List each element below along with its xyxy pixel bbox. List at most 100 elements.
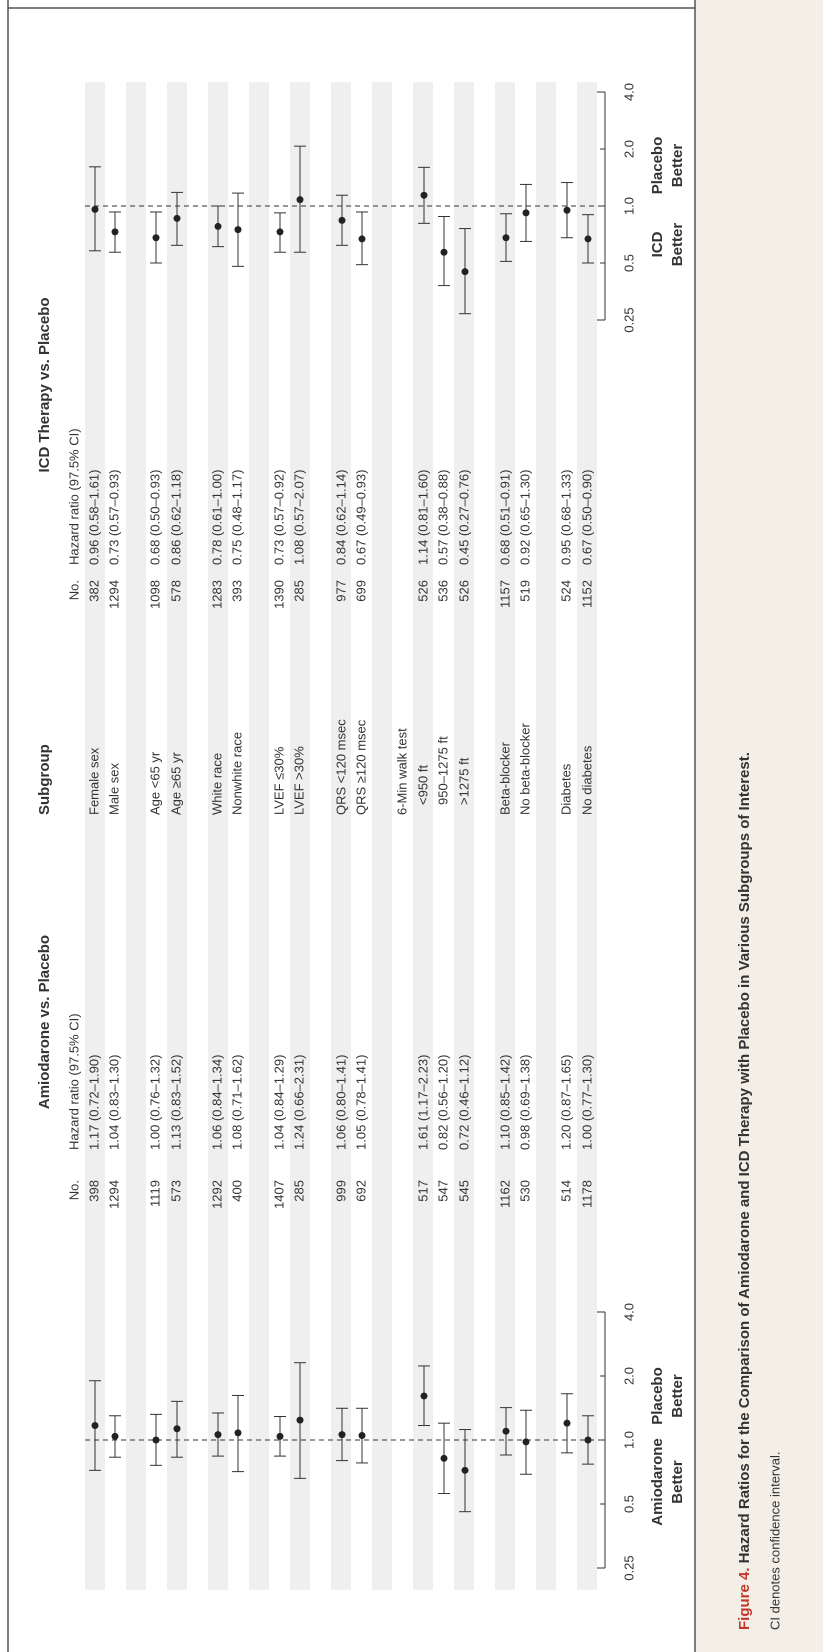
hr-label: 0.73 (0.57–0.92) [271, 470, 286, 565]
n-value: 1178 [579, 1180, 594, 1208]
n-value: 285 [291, 1180, 306, 1202]
n-value: 530 [517, 1180, 532, 1202]
point-estimate [111, 1432, 119, 1440]
hr-label: 1.04 (0.84–1.29) [271, 1055, 286, 1150]
row-stripe [372, 82, 392, 1590]
subgroup-label: 950–1275 ft [435, 736, 450, 805]
n-value: 545 [456, 1180, 471, 1202]
n-value: 999 [333, 1180, 348, 1202]
point-estimate [234, 226, 242, 234]
subgroup-label: QRS ≥120 msec [353, 719, 368, 815]
hr-label: 1.08 (0.71–1.62) [229, 1055, 244, 1150]
subgroup-label: No diabetes [579, 745, 594, 815]
hr-label: 0.68 (0.51–0.91) [497, 470, 512, 565]
subgroup-label: No beta-blocker [517, 723, 532, 815]
x-tick-label: 0.25 [621, 1555, 636, 1580]
n-value: 536 [435, 580, 450, 602]
n-value: 1152 [579, 580, 594, 608]
point-estimate [296, 1416, 304, 1424]
row-stripe [454, 82, 474, 1590]
caption: Figure 4. Hazard Ratios for the Comparis… [736, 752, 753, 1630]
row-stripe [208, 82, 228, 1590]
row-stripe [85, 82, 105, 1590]
point-estimate [440, 248, 448, 256]
hr-header: Hazard ratio (97.5% CI) [66, 1013, 81, 1150]
point-estimate [111, 228, 119, 236]
n-value: 382 [86, 580, 101, 602]
caption-note: CI denotes confidence interval. [767, 1452, 782, 1631]
row-stripe [249, 82, 269, 1590]
better-label: ICD [649, 231, 666, 257]
row-stripe [167, 82, 187, 1590]
point-estimate [461, 1466, 469, 1474]
hr-label: 0.86 (0.62–1.18) [168, 470, 183, 565]
n-value: 1119 [147, 1180, 162, 1207]
hr-label: 0.67 (0.50–0.90) [579, 470, 594, 565]
point-estimate [338, 1431, 346, 1439]
row-stripe [126, 82, 146, 1590]
hr-label: 0.98 (0.69–1.38) [517, 1055, 532, 1150]
subgroup-label: Age <65 yr [147, 751, 162, 815]
n-value: 393 [229, 580, 244, 602]
panel-title: ICD Therapy vs. Placebo [36, 297, 53, 472]
hr-label: 0.92 (0.65–1.30) [517, 470, 532, 565]
subgroup-label: >1275 ft [456, 757, 471, 805]
subgroup-label: Age ≥65 yr [168, 752, 183, 815]
hr-label: 1.06 (0.84–1.34) [209, 1055, 224, 1150]
point-estimate [91, 205, 99, 213]
hr-label: 1.08 (0.57–2.07) [291, 470, 306, 565]
subgroup-label: Nonwhite race [229, 732, 244, 815]
x-tick-label: 4.0 [621, 1303, 636, 1321]
better-label: Amiodarone [649, 1438, 666, 1526]
n-value: 1157 [497, 580, 512, 608]
point-estimate [152, 1436, 160, 1444]
n-value: 519 [517, 580, 532, 602]
better-label: Better [669, 1374, 686, 1418]
hr-label: 1.04 (0.83–1.30) [106, 1055, 121, 1150]
point-estimate [358, 1431, 366, 1439]
row-stripe [536, 82, 556, 1590]
n-value: 578 [168, 580, 183, 602]
n-value: 699 [353, 580, 368, 602]
point-estimate [296, 196, 304, 204]
n-value: 285 [291, 580, 306, 602]
rotated-figure: Subgroup Amiodarone vs. Placebo No. Hazard … [7, 0, 823, 1652]
point-estimate [173, 214, 181, 222]
hr-label: 0.73 (0.57–0.93) [106, 470, 121, 565]
hr-label: 0.96 (0.58–1.61) [86, 470, 101, 565]
hr-label: 1.05 (0.78–1.41) [353, 1055, 368, 1150]
n-value: 1390 [271, 580, 286, 609]
n-value: 1162 [497, 1180, 512, 1208]
x-tick-label: 4.0 [621, 83, 636, 101]
hr-label: 1.20 (0.87–1.65) [558, 1055, 573, 1150]
n-value: 526 [415, 580, 430, 602]
hr-label: 0.57 (0.38–0.88) [435, 470, 450, 565]
n-value: 514 [558, 1180, 573, 1202]
hr-label: 1.06 (0.80–1.41) [333, 1055, 348, 1150]
better-label: Better [669, 1460, 686, 1504]
n-header: No. [66, 580, 81, 600]
row-stripe [413, 82, 433, 1590]
point-estimate [420, 1392, 428, 1400]
point-estimate [461, 268, 469, 276]
hr-label: 1.13 (0.83–1.52) [168, 1055, 183, 1150]
subgroup-label: Male sex [106, 762, 121, 815]
n-value: 524 [558, 580, 573, 602]
point-estimate [522, 209, 530, 217]
hr-label: 0.68 (0.50–0.93) [147, 470, 162, 565]
point-estimate [338, 216, 346, 224]
hr-label: 1.10 (0.85–1.42) [497, 1055, 512, 1150]
n-value: 398 [86, 1180, 101, 1202]
hr-label: 0.95 (0.68–1.33) [558, 470, 573, 565]
hr-header: Hazard ratio (97.5% CI) [66, 428, 81, 565]
point-estimate [152, 234, 160, 242]
hr-label: 1.24 (0.66–2.31) [291, 1055, 306, 1150]
point-estimate [440, 1454, 448, 1462]
hr-label: 0.82 (0.56–1.20) [435, 1055, 450, 1150]
subgroup-label: QRS <120 msec [333, 719, 348, 815]
better-label: Placebo [649, 1367, 666, 1425]
hr-label: 0.67 (0.49–0.93) [353, 470, 368, 565]
point-estimate [420, 191, 428, 199]
point-estimate [502, 1427, 510, 1435]
